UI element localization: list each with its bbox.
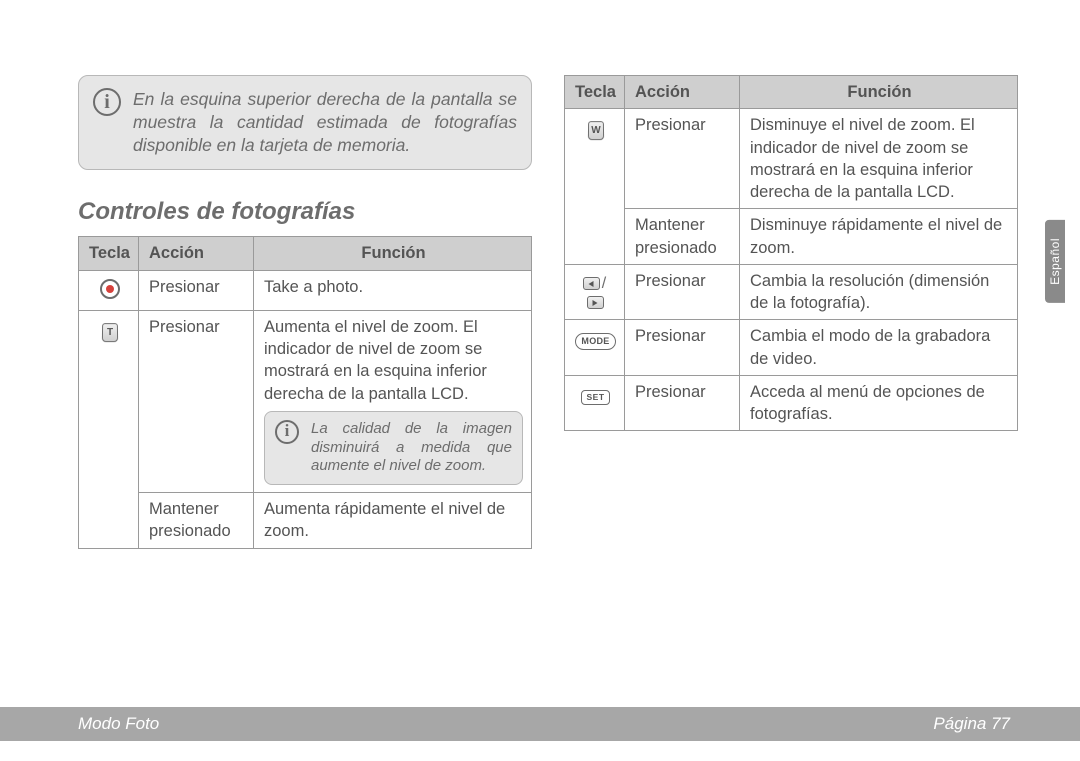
language-tab: Español	[1045, 220, 1065, 303]
table-header-row: Tecla Acción Función	[565, 76, 1018, 109]
info-icon: i	[93, 88, 121, 116]
funcion-cell: Cambia el modo de la grabadora de video.	[740, 320, 1018, 376]
tecla-cell: SET	[565, 375, 625, 431]
table-row: Mantener presionado Aumenta rápidamente …	[79, 493, 532, 549]
funcion-cell: Take a photo.	[254, 270, 532, 310]
accion-cell: Mantener presionado	[139, 493, 254, 549]
tecla-cell: MODE	[565, 320, 625, 376]
left-key-icon	[583, 277, 600, 290]
accion-cell: Mantener presionado	[625, 209, 740, 265]
table-row: Mantener presionado Disminuye rápidament…	[565, 209, 1018, 265]
info-box-top-text: En la esquina superior derecha de la pan…	[133, 88, 517, 157]
table-row: / Presionar Cambia la resolución (dimens…	[565, 264, 1018, 320]
th-funcion: Función	[740, 76, 1018, 109]
accion-cell: Presionar	[139, 270, 254, 310]
funcion-cell: Cambia la resolución (dimensión de la fo…	[740, 264, 1018, 320]
footer-left: Modo Foto	[78, 714, 159, 734]
set-key-icon: SET	[581, 390, 609, 405]
mode-key-icon: MODE	[575, 333, 615, 349]
accion-cell: Presionar	[139, 310, 254, 492]
table-row: SET Presionar Acceda al menú de opciones…	[565, 375, 1018, 431]
w-key-icon: W	[587, 121, 603, 140]
shutter-button-icon	[100, 279, 120, 299]
footer-right: Página 77	[933, 714, 1010, 734]
info-icon: i	[275, 420, 299, 444]
slash-separator: /	[602, 273, 606, 295]
tecla-cell: /	[565, 264, 625, 320]
controls-table-right: Tecla Acción Función W Presionar Disminu…	[564, 75, 1018, 431]
info-box-top: i En la esquina superior derecha de la p…	[78, 75, 532, 170]
section-heading: Controles de fotografías	[78, 198, 532, 226]
funcion-cell: Disminuye rápidamente el nivel de zoom.	[740, 209, 1018, 265]
th-accion: Acción	[625, 76, 740, 109]
table-row: T Presionar Aumenta el nivel de zoom. El…	[79, 310, 532, 492]
table-row: Presionar Take a photo.	[79, 270, 532, 310]
accion-cell: Presionar	[625, 320, 740, 376]
right-key-icon	[587, 296, 604, 309]
left-column: i En la esquina superior derecha de la p…	[78, 75, 532, 549]
direction-keys-icon: /	[583, 273, 608, 310]
info-box-inline: i La calidad de la imagen disminuirá a m…	[264, 411, 523, 485]
funcion-cell: Disminuye el nivel de zoom. El indicador…	[740, 109, 1018, 209]
accion-cell: Presionar	[625, 264, 740, 320]
th-accion: Acción	[139, 237, 254, 270]
content-columns: i En la esquina superior derecha de la p…	[78, 75, 1018, 549]
info-box-inline-text: La calidad de la imagen disminuirá a med…	[311, 420, 512, 476]
t-key-icon: T	[101, 323, 117, 342]
accion-cell: Presionar	[625, 109, 740, 209]
right-column: Tecla Acción Función W Presionar Disminu…	[564, 75, 1018, 549]
th-funcion: Función	[254, 237, 532, 270]
footer-bar: Modo Foto Página 77	[0, 707, 1080, 741]
accion-cell: Presionar	[625, 375, 740, 431]
th-tecla: Tecla	[565, 76, 625, 109]
manual-page: i En la esquina superior derecha de la p…	[0, 0, 1080, 761]
funcion-cell: Aumenta el nivel de zoom. El indicador d…	[254, 310, 532, 492]
controls-table-left: Tecla Acción Función Presionar Take a ph…	[78, 236, 532, 548]
tecla-cell	[79, 270, 139, 310]
funcion-text: Aumenta el nivel de zoom. El indicador d…	[264, 318, 487, 403]
funcion-cell: Acceda al menú de opciones de fotografía…	[740, 375, 1018, 431]
th-tecla: Tecla	[79, 237, 139, 270]
tecla-cell: T	[79, 310, 139, 548]
table-header-row: Tecla Acción Función	[79, 237, 532, 270]
tecla-cell: W	[565, 109, 625, 265]
table-row: W Presionar Disminuye el nivel de zoom. …	[565, 109, 1018, 209]
table-row: MODE Presionar Cambia el modo de la grab…	[565, 320, 1018, 376]
funcion-cell: Aumenta rápidamente el nivel de zoom.	[254, 493, 532, 549]
